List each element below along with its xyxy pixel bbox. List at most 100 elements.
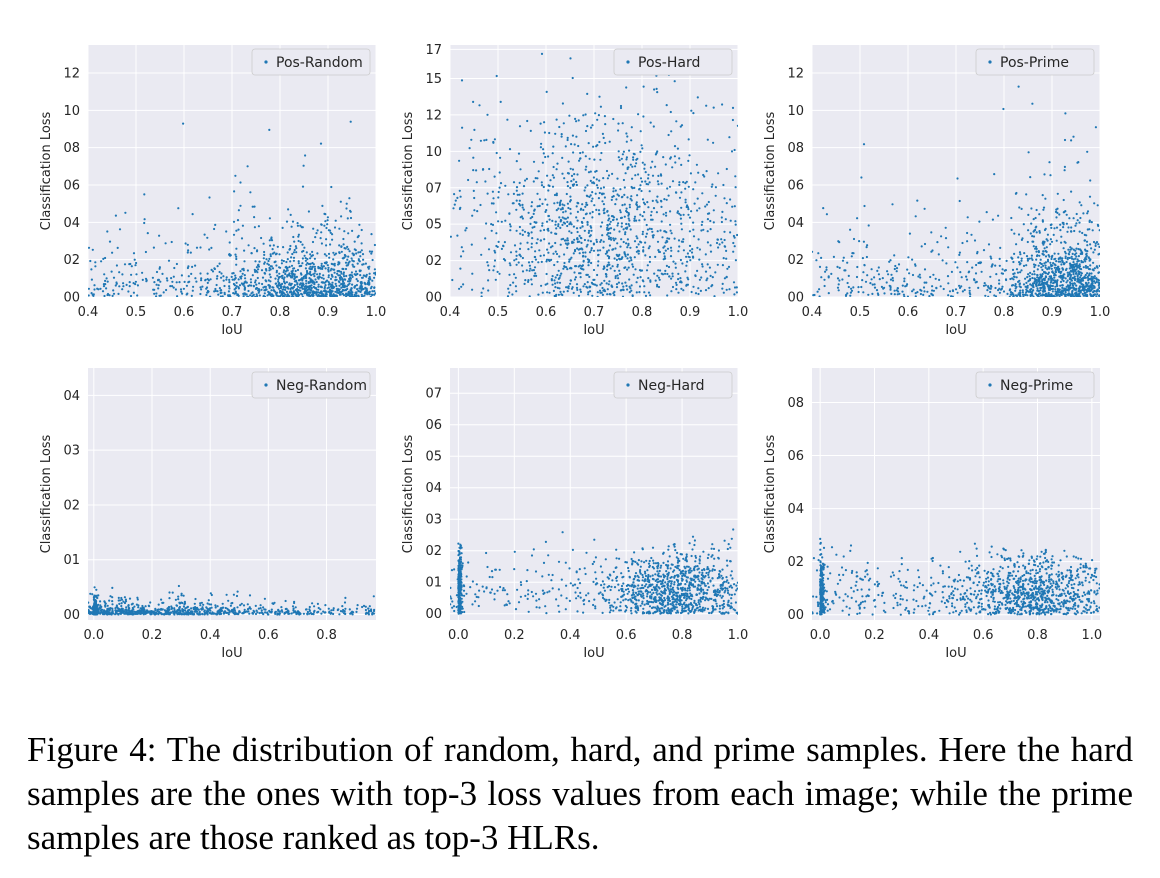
scatter-point [174,288,177,291]
scatter-point [288,265,291,268]
scatter-point [878,278,881,281]
scatter-point [189,251,192,254]
scatter-point [1073,266,1076,269]
scatter-point [557,207,560,210]
scatter-point [222,279,225,282]
scatter-point [914,215,917,218]
scatter-point [1097,284,1100,287]
scatter-point [584,113,587,116]
scatter-point [596,264,600,267]
scatter-point [183,613,186,616]
scatter-point [586,243,589,246]
scatter-point [1064,241,1067,244]
scatter-point [1034,228,1037,232]
scatter-point [100,260,103,263]
scatter-point [257,225,260,228]
scatter-point [729,219,732,222]
scatter-point [1015,243,1018,246]
x-tick-label: 1.0 [366,305,387,320]
scatter-point [948,290,952,293]
scatter-point [292,235,295,239]
scatter-point [340,286,343,289]
scatter-point [368,250,371,253]
scatter-point [120,604,123,608]
scatter-point [310,255,313,258]
scatter-point [1006,292,1009,295]
scatter-point [511,281,515,284]
scatter-point [849,294,852,297]
scatter-point [592,249,596,252]
scatter-point [911,273,915,277]
scatter-point [678,196,682,199]
scatter-point [493,175,496,178]
scatter-point [578,234,581,237]
scatter-point [692,112,695,115]
scatter-point [111,251,114,254]
scatter-point [635,246,638,249]
scatter-point [732,241,735,245]
scatter-point [488,167,491,171]
scatter-point [705,203,709,206]
scatter-point [631,177,634,180]
scatter-point [598,191,601,195]
scatter-point [262,295,265,297]
scatter-point [564,210,567,213]
scatter-point [576,237,579,240]
scatter-point [1054,279,1057,282]
scatter-point [215,277,219,280]
scatter-point [1067,248,1070,251]
scatter-point [618,272,622,276]
scatter-point [1056,287,1059,291]
scatter-point [656,195,659,198]
scatter-point [211,270,215,273]
scatter-point [259,604,262,607]
x-axis-label: IoU [221,323,242,338]
scatter-point [473,128,476,131]
scatter-point [296,290,299,293]
scatter-point [607,261,610,264]
scatter-point [353,273,356,276]
scatter-point [641,161,644,164]
scatter-point [297,295,300,297]
scatter-point [115,264,118,267]
scatter-point [309,270,312,274]
scatter-point [671,285,675,289]
scatter-point [566,268,569,271]
scatter-point [270,608,273,611]
scatter-point [90,278,93,281]
scatter-point [1088,288,1091,291]
scatter-point [701,192,704,195]
scatter-point [328,283,331,286]
scatter-point [234,253,237,256]
scatter-point [264,288,268,291]
scatter-point [485,222,488,225]
scatter-point [575,120,578,123]
scatter-point [902,293,906,296]
scatter-point [841,259,845,262]
scatter-point [1032,289,1035,292]
scatter-point [358,223,361,226]
scatter-point [1078,263,1081,266]
scatter-point [616,263,619,266]
scatter-point [706,263,709,266]
scatter-point [282,291,285,294]
scatter-point [612,216,616,219]
scatter-point [679,258,683,262]
scatter-point [529,129,532,132]
scatter-point [866,244,869,247]
scatter-point [712,221,715,224]
scatter-point [1051,264,1054,267]
scatter-point [569,221,572,225]
scatter-point [1052,262,1055,265]
y-tick-label: 02 [425,254,442,269]
scatter-point [735,286,738,289]
scatter-point [570,174,574,177]
scatter-point [692,188,695,191]
scatter-point [586,195,589,198]
scatter-point [592,242,596,245]
scatter-point [308,294,311,297]
scatter-point [299,240,302,244]
scatter-point [278,610,281,613]
scatter-point [998,291,1002,294]
scatter-point [951,295,954,297]
